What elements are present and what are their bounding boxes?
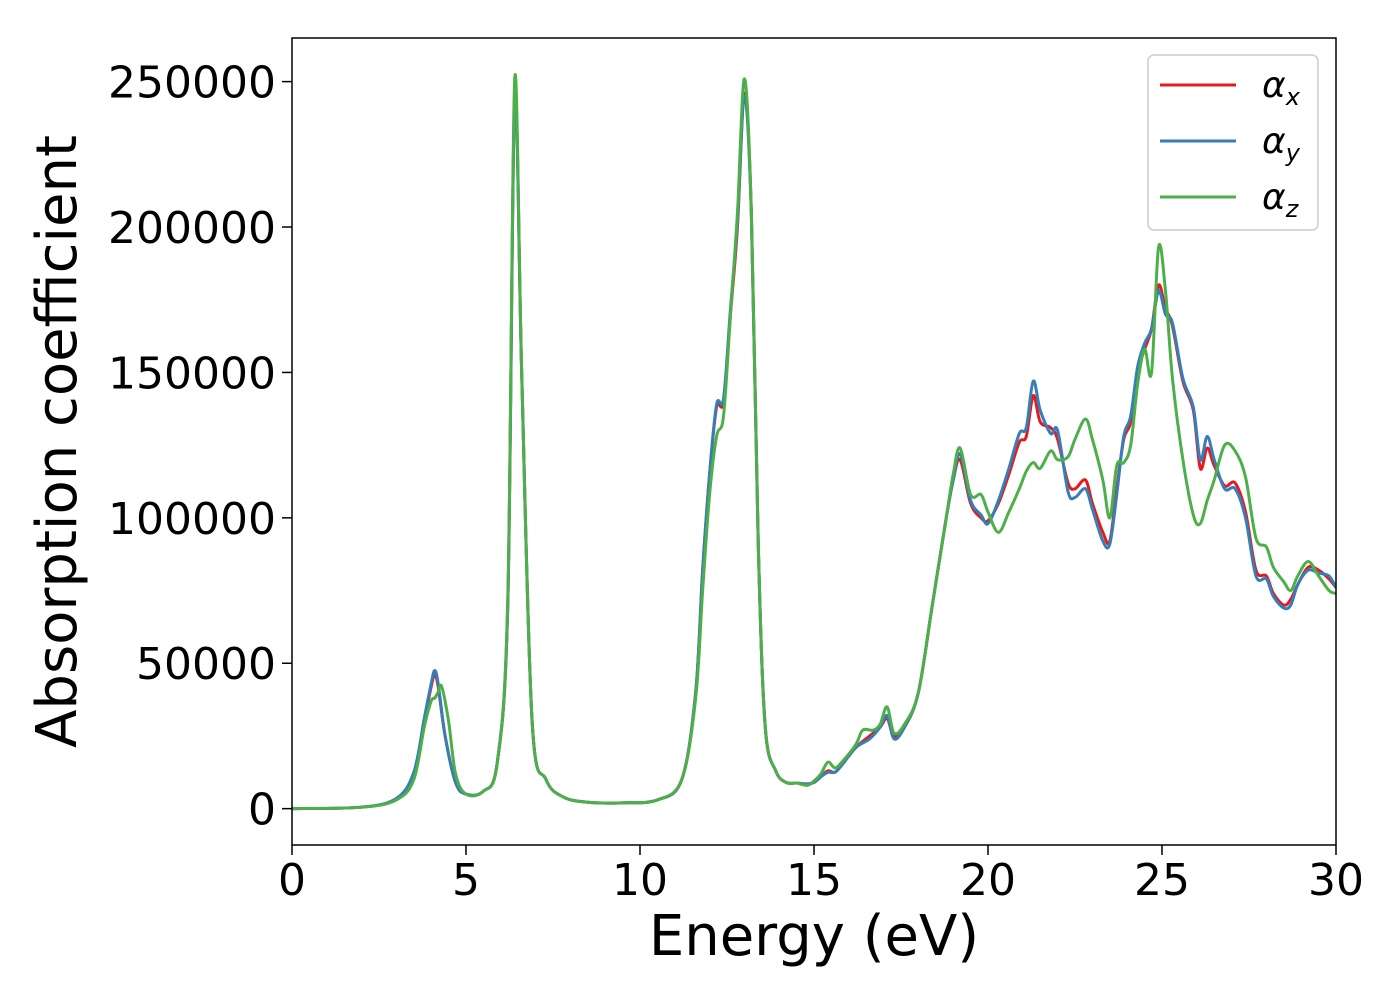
legend-label-alpha-z: αz	[1262, 177, 1300, 223]
x-tick-label: 5	[452, 855, 480, 906]
x-tick-label: 25	[1134, 855, 1190, 906]
y-axis-ticks: 0 50000 100000 150000 200000 250000	[108, 58, 292, 836]
x-tick-label: 0	[278, 855, 306, 906]
legend-label-alpha-y: αy	[1262, 121, 1301, 167]
series-layer	[292, 73, 1336, 811]
x-tick-label: 15	[786, 855, 842, 906]
legend-label-alpha-x: αx	[1262, 65, 1301, 111]
x-tick-label: 10	[612, 855, 668, 906]
y-tick-label: 150000	[108, 348, 276, 399]
y-tick-label: 250000	[108, 58, 276, 109]
y-tick-label: 100000	[108, 494, 276, 545]
y-tick-label: 0	[248, 785, 276, 836]
legend: αx αy αz	[1147, 54, 1319, 231]
y-axis-title: Absorption coefficient	[25, 135, 90, 748]
y-tick-label: 50000	[136, 639, 276, 690]
y-tick-label: 200000	[108, 203, 276, 254]
x-axis-title: Energy (eV)	[649, 904, 979, 969]
x-tick-label: 30	[1308, 855, 1364, 906]
series-line-alpha-z	[292, 73, 1336, 811]
x-axis-ticks: 0 5 10 15 20 25 30	[278, 845, 1364, 906]
x-tick-label: 20	[960, 855, 1016, 906]
